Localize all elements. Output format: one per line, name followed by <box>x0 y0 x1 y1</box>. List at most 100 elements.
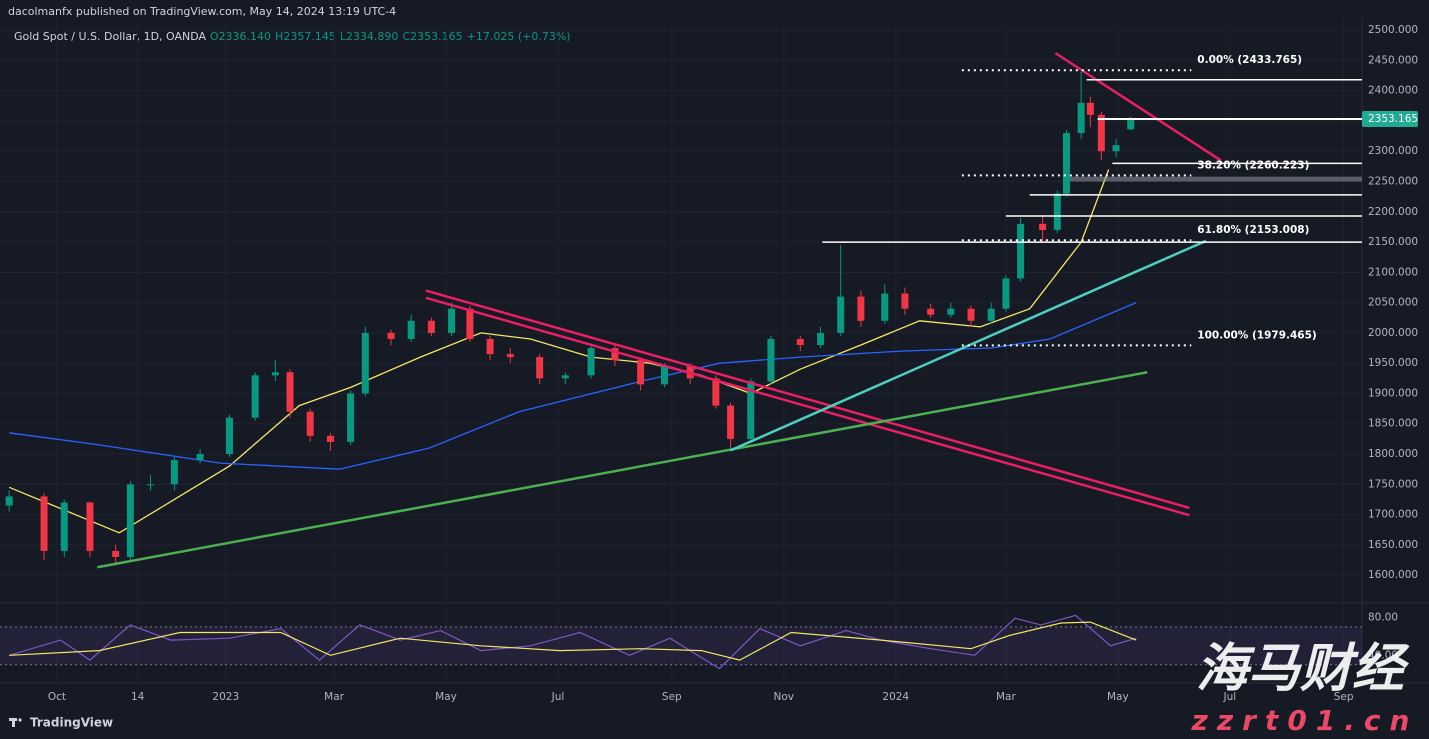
candle-body <box>387 332 395 339</box>
logo: TradingView <box>9 716 113 730</box>
candle-body <box>561 375 569 379</box>
candle-body <box>225 417 233 455</box>
logo-mark <box>12 718 15 727</box>
candle-body <box>60 502 68 551</box>
candle-body <box>147 484 155 486</box>
y-tick-label: 1600.000 <box>1368 569 1418 581</box>
candle-body <box>1053 193 1061 230</box>
ohlc: C2353.165 <box>402 30 462 43</box>
candle-body <box>1017 223 1025 279</box>
y-tick-label: 2500.000 <box>1368 24 1418 36</box>
watermark-site: zzrt01.cn <box>1191 704 1419 737</box>
x-tick-label: Mar <box>996 691 1016 703</box>
candle-body <box>86 502 94 551</box>
plot: 1600.000 1650.000 1700.000 1750.000 1800.000… <box>0 18 1418 703</box>
x-tick-label: 2024 <box>882 691 909 703</box>
candle-body <box>947 308 955 315</box>
candle-body <box>881 293 889 321</box>
ohlc: L2334.890 <box>340 30 399 43</box>
y-tick-label: 2100.000 <box>1368 266 1418 278</box>
zone <box>1064 176 1362 182</box>
candle-body <box>927 308 935 315</box>
fib-label: 38.20% (2260.223) <box>1197 159 1309 171</box>
indicator-line <box>9 621 1137 661</box>
logo-mark <box>18 718 22 722</box>
symbol-legend: Gold Spot / U.S. Dollar, 1D, OANDA O2336.… <box>14 30 571 43</box>
candle-body <box>1127 119 1135 130</box>
x-tick-label: Jul <box>551 691 565 703</box>
candle-body <box>427 320 435 333</box>
ohlc-change: +17.025 (+0.73%) <box>467 30 571 43</box>
candle-body <box>611 348 619 361</box>
candle-body <box>306 411 314 436</box>
candle-body <box>170 460 178 485</box>
candle-body <box>271 372 279 376</box>
y-tick-label: 2200.000 <box>1368 206 1418 218</box>
candle-body <box>112 550 120 557</box>
candle-body <box>326 435 334 442</box>
x-tick-label: May <box>435 691 457 703</box>
candle-body <box>506 354 514 358</box>
candle-body <box>1086 102 1094 115</box>
candle-body <box>448 308 456 333</box>
candle-body <box>857 296 865 321</box>
candle-body <box>1062 133 1070 194</box>
y-tick-label: 1700.000 <box>1368 509 1418 521</box>
published-note: dacolmanfx published on TradingView.com,… <box>8 5 396 18</box>
x-tick-label: 2023 <box>212 691 239 703</box>
last-price-tag <box>1362 111 1418 128</box>
candle-body <box>1112 145 1120 152</box>
candle-body <box>727 405 735 439</box>
y-tick-label: 40.00 <box>1368 649 1398 661</box>
y-tick-label: 2050.000 <box>1368 297 1418 309</box>
y-tick-label: 2400.000 <box>1368 85 1418 97</box>
candle-body <box>1039 223 1047 230</box>
candle-body <box>126 484 134 557</box>
fib-label: 61.80% (2153.008) <box>1197 224 1309 236</box>
indicator-line <box>8 169 1110 534</box>
x-tick-label: Sep <box>662 691 682 703</box>
x-tick-label: May <box>1107 691 1129 703</box>
fib-label: 0.00% (2433.765) <box>1197 54 1302 66</box>
candle-body <box>466 308 474 339</box>
candle-body <box>40 496 48 551</box>
ohlc: H2357.145 <box>275 30 336 43</box>
x-tick-label: Nov <box>774 691 795 703</box>
y-tick-label: 1650.000 <box>1368 539 1418 551</box>
y-tick-label: 1850.000 <box>1368 418 1418 430</box>
y-tick-label: 2000.000 <box>1368 327 1418 339</box>
x-tick-label: Jul <box>1223 691 1237 703</box>
y-tick-label: 2250.000 <box>1368 176 1418 188</box>
candle-body <box>747 381 755 439</box>
trendline <box>425 296 1190 517</box>
trendline <box>97 371 1148 569</box>
candle-body <box>1002 278 1010 309</box>
y-tick-label: 2300.000 <box>1368 145 1418 157</box>
ohlc: O2336.140 <box>210 30 271 43</box>
candle-body <box>901 293 909 309</box>
logo-text: TradingView <box>30 716 113 730</box>
candle-body <box>837 296 845 333</box>
candle-body <box>1077 102 1085 134</box>
candle-body <box>712 378 720 406</box>
x-tick-label: Sep <box>1334 691 1354 703</box>
candle-body <box>361 332 369 394</box>
last-price-label: 2353.165 <box>1368 113 1418 125</box>
y-tick-label: 2150.000 <box>1368 236 1418 248</box>
y-tick-label: 1950.000 <box>1368 357 1418 369</box>
candle-body <box>196 454 204 461</box>
candle-body <box>1097 114 1105 152</box>
candle-body <box>286 372 294 412</box>
x-tick-label: Oct <box>48 691 66 703</box>
candle-body <box>637 360 645 385</box>
candle-body <box>987 308 995 321</box>
y-tick-label: 1900.000 <box>1368 387 1418 399</box>
candle-body <box>587 348 595 376</box>
candle-body <box>5 496 13 506</box>
indicator-line <box>9 614 1137 670</box>
candle-body <box>967 308 975 321</box>
candle-body <box>407 320 415 339</box>
y-tick-label: 80.00 <box>1368 611 1398 623</box>
